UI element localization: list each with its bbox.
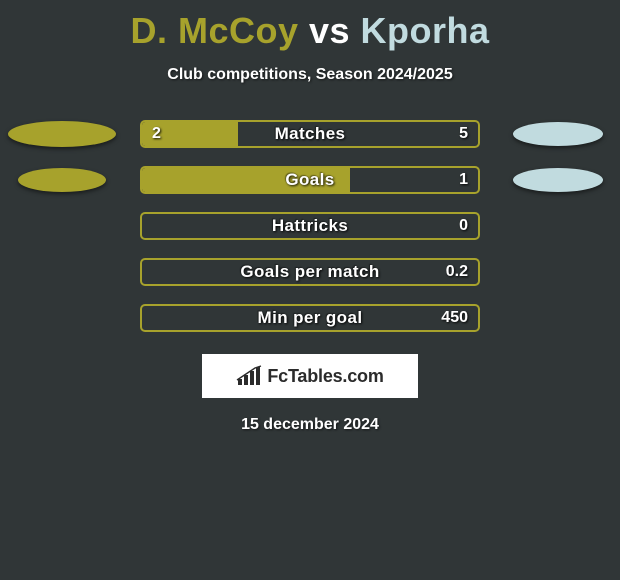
left-slot	[2, 121, 122, 147]
stat-value-right: 1	[459, 171, 468, 189]
player2-name: Kporha	[361, 10, 490, 51]
stat-label: Goals	[142, 170, 478, 190]
stat-bar: Min per goal450	[140, 304, 480, 332]
player2-ellipse	[513, 122, 603, 146]
stat-bar: Goals per match0.2	[140, 258, 480, 286]
stat-bar: Matches2 5	[140, 120, 480, 148]
stat-label: Matches	[142, 124, 478, 144]
stat-row: Goals per match0.2	[0, 258, 620, 286]
stat-label: Goals per match	[142, 262, 478, 282]
player1-ellipse	[8, 121, 116, 147]
left-slot	[2, 168, 122, 192]
page-title: D. McCoy vs Kporha	[0, 0, 620, 52]
player1-name: D. McCoy	[130, 10, 298, 51]
bar-chart-icon	[236, 365, 262, 387]
subtitle: Club competitions, Season 2024/2025	[0, 66, 620, 84]
stat-value-left: 2	[152, 125, 161, 143]
right-slot	[498, 168, 618, 192]
brand-box[interactable]: FcTables.com	[202, 354, 418, 398]
stat-value-right: 5	[459, 125, 468, 143]
player1-ellipse	[18, 168, 106, 192]
stat-row: Min per goal450	[0, 304, 620, 332]
right-slot	[498, 122, 618, 146]
stat-row: Goals1	[0, 166, 620, 194]
stat-label: Min per goal	[142, 308, 478, 328]
stat-value-right: 0.2	[446, 263, 468, 281]
brand-text: FcTables.com	[267, 366, 383, 387]
stat-bar: Hattricks0	[140, 212, 480, 240]
stat-row: Hattricks0	[0, 212, 620, 240]
player2-ellipse	[513, 168, 603, 192]
date-text: 15 december 2024	[0, 416, 620, 434]
stat-label: Hattricks	[142, 216, 478, 236]
stats-container: Matches2 5 Goals1 Hattricks0 Goals per match…	[0, 120, 620, 332]
stat-row: Matches2 5	[0, 120, 620, 148]
stat-value-right: 0	[459, 217, 468, 235]
stat-value-right: 450	[441, 309, 468, 327]
vs-text: vs	[298, 10, 360, 51]
stat-bar: Goals1	[140, 166, 480, 194]
